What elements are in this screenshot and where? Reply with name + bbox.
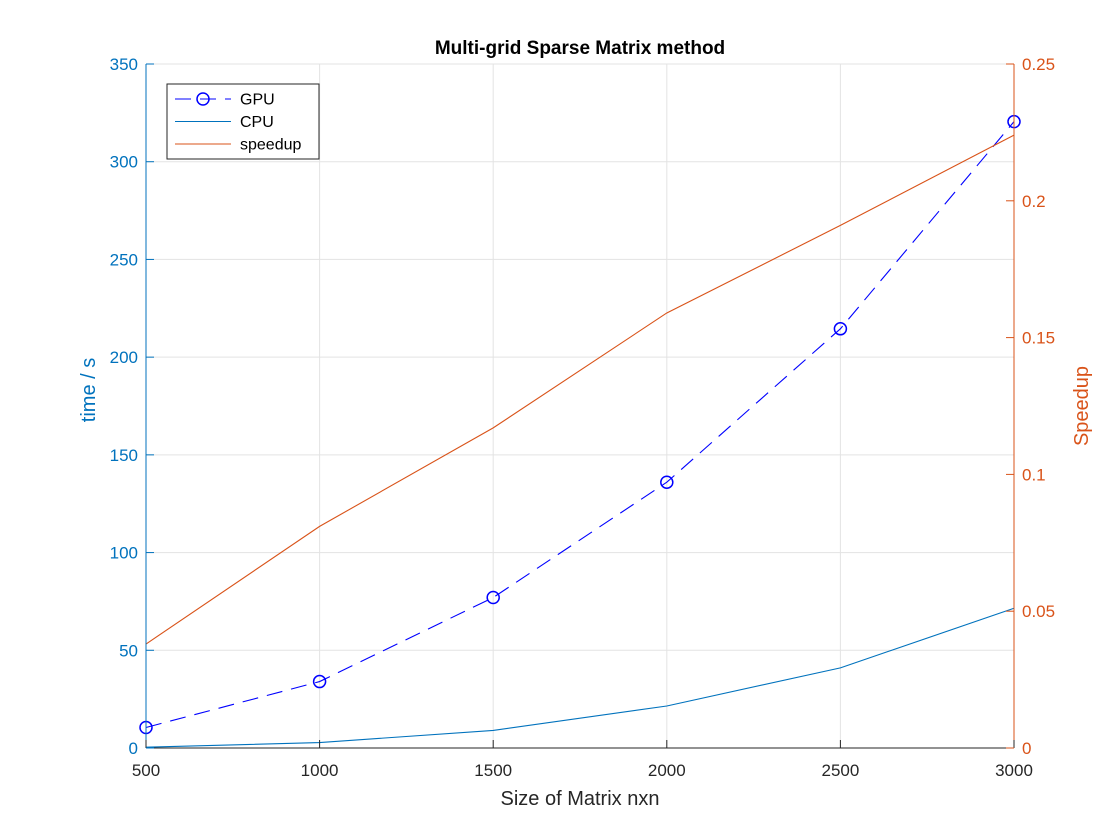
y-tick-label-right: 0	[1022, 739, 1031, 758]
y-tick-label-left: 100	[110, 544, 138, 563]
data-point-gpu	[660, 475, 674, 489]
y-tick-label-right: 0.05	[1022, 602, 1055, 621]
y-tick-label-left: 50	[119, 641, 138, 660]
legend-label-speedup: speedup	[240, 137, 301, 154]
x-tick-label: 500	[132, 761, 160, 780]
y-axis-title-right: Speedup	[1071, 366, 1093, 446]
x-axis-title: Size of Matrix nxn	[501, 788, 660, 810]
tick-labels: 500 1000 1500 2000 2500 300005010015020025030…	[110, 55, 1055, 780]
x-tick-label: 1500	[474, 761, 512, 780]
y-tick-label-right: 0.25	[1022, 55, 1055, 74]
series-lines	[139, 114, 1021, 748]
x-tick-label: 3000	[995, 761, 1033, 780]
legend: GPU CPU speedup	[166, 83, 320, 160]
data-point-gpu	[486, 590, 500, 605]
legend-marker-gpu	[196, 92, 210, 106]
legend-label-gpu: GPU	[240, 92, 275, 109]
axes	[145, 63, 1015, 749]
x-tick-label: 2000	[648, 761, 686, 780]
series-line-speedup	[145, 134, 1015, 645]
data-point-gpu	[833, 322, 848, 336]
y-tick-label-left: 0	[129, 739, 138, 758]
y-tick-label-right: 0.15	[1022, 329, 1055, 348]
y-tick-label-left: 150	[110, 446, 138, 465]
series-line-gpu	[145, 121, 1015, 729]
y-axis-title-left: time / s	[78, 358, 100, 422]
y-tick-label-left: 350	[110, 55, 138, 74]
grid-lines	[145, 63, 1015, 749]
x-tick-label: 1000	[301, 761, 339, 780]
y-tick-label-right: 0.1	[1022, 465, 1046, 484]
legend-label-cpu: CPU	[240, 114, 274, 131]
y-tick-label-right: 0.2	[1022, 192, 1046, 211]
y-tick-label-left: 300	[110, 153, 138, 172]
y-tick-label-left: 250	[110, 250, 138, 269]
chart-title: Multi-grid Sparse Matrix method	[435, 38, 725, 59]
y-tick-label-left: 200	[110, 348, 138, 367]
series-line-cpu	[145, 607, 1015, 748]
x-tick-label: 2500	[821, 761, 859, 780]
data-point-gpu	[312, 674, 327, 689]
